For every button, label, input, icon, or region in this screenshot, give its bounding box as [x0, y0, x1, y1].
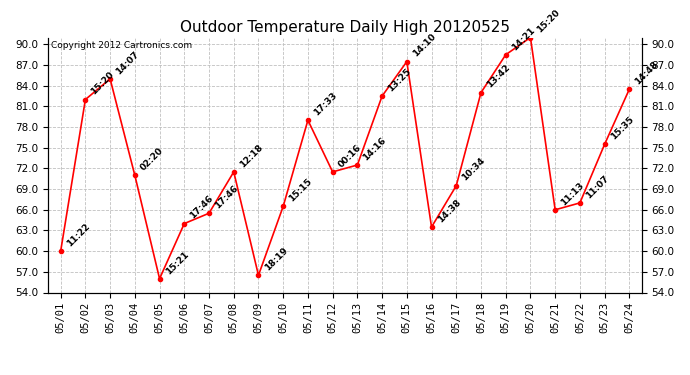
- Text: 15:21: 15:21: [164, 249, 190, 276]
- Text: 18:19: 18:19: [263, 246, 289, 273]
- Text: 00:16: 00:16: [337, 142, 363, 169]
- Text: 15:20: 15:20: [535, 8, 561, 35]
- Text: 15:35: 15:35: [609, 115, 635, 141]
- Text: 17:46: 17:46: [188, 194, 215, 221]
- Text: 14:21: 14:21: [510, 25, 537, 52]
- Text: 17:33: 17:33: [312, 91, 339, 117]
- Text: 14:10: 14:10: [411, 32, 437, 59]
- Text: 15:20: 15:20: [90, 70, 116, 97]
- Text: 02:20: 02:20: [139, 146, 166, 172]
- Text: 11:22: 11:22: [65, 222, 92, 248]
- Text: 10:34: 10:34: [460, 156, 487, 183]
- Text: 14:16: 14:16: [362, 135, 388, 162]
- Text: 14:38: 14:38: [435, 198, 462, 224]
- Title: Outdoor Temperature Daily High 20120525: Outdoor Temperature Daily High 20120525: [180, 20, 510, 35]
- Text: 14:48: 14:48: [633, 60, 660, 86]
- Text: 13:42: 13:42: [485, 63, 512, 90]
- Text: 14:07: 14:07: [115, 50, 141, 76]
- Text: 12:18: 12:18: [238, 142, 264, 169]
- Text: 11:07: 11:07: [584, 174, 611, 200]
- Text: Copyright 2012 Cartronics.com: Copyright 2012 Cartronics.com: [51, 41, 193, 50]
- Text: 17:46: 17:46: [213, 184, 240, 210]
- Text: 13:25: 13:25: [386, 67, 413, 93]
- Text: 11:13: 11:13: [560, 180, 586, 207]
- Text: 15:15: 15:15: [287, 177, 314, 204]
